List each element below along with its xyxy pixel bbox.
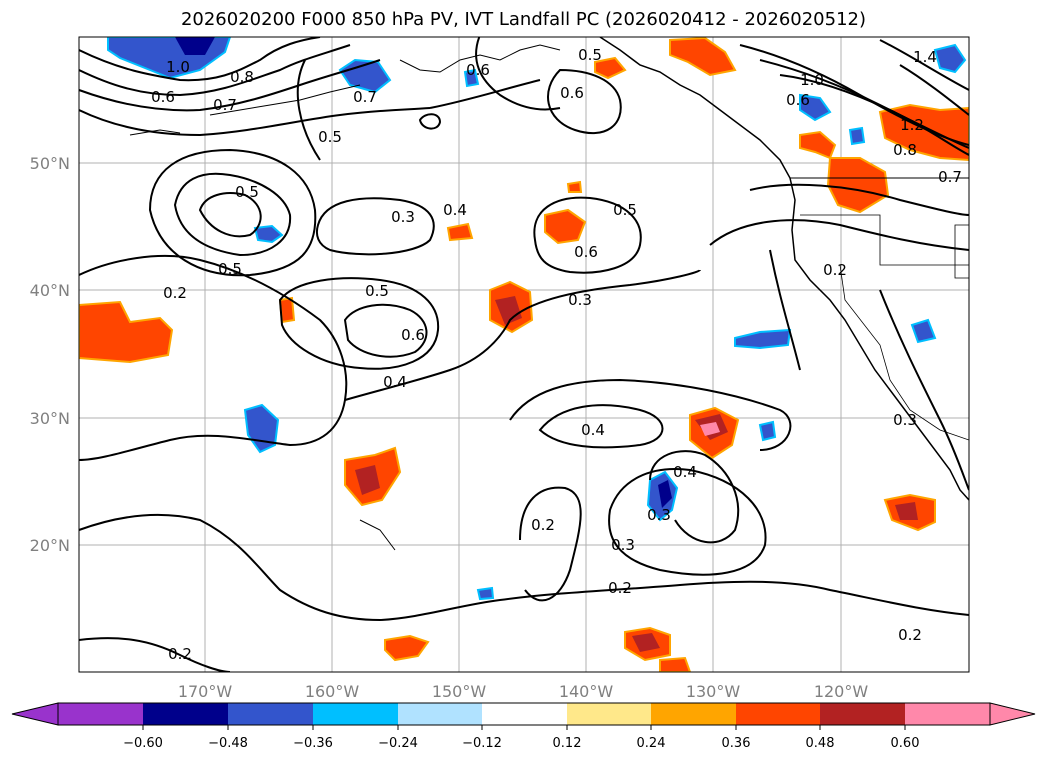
contour-label: 0.8 xyxy=(230,68,254,86)
contour-label: 1.2 xyxy=(900,116,924,134)
contour-label: 0.3 xyxy=(568,291,592,309)
colorbar-tick-label: 0.48 xyxy=(806,736,835,751)
contour-label: 0.2 xyxy=(608,579,632,597)
colorbar: −0.60 −0.48 −0.36 −0.24 −0.12 0.12 0.24 … xyxy=(11,702,1036,751)
lon-label: 150°W xyxy=(432,682,487,701)
contour-label: 0.5 xyxy=(318,128,342,146)
contour-label: 0.4 xyxy=(673,463,697,481)
contour-label: 1.4 xyxy=(913,48,937,66)
lon-label: 120°W xyxy=(814,682,869,701)
map-title: 2026020200 F000 850 hPa PV, IVT Landfall… xyxy=(180,9,867,30)
contour-labels: 1.0 0.8 0.7 0.6 0.5 0.7 0.6 0.5 1.0 1.4 … xyxy=(151,46,962,663)
longitude-labels: 170°W 160°W 150°W 140°W 130°W 120°W xyxy=(178,682,869,701)
lat-label: 40°N xyxy=(30,281,70,300)
contour-label: 0.6 xyxy=(574,243,598,261)
colorbar-tick-label: −0.36 xyxy=(293,736,333,751)
contour-label: 0.3 xyxy=(647,506,671,524)
colorbar-tick-label: −0.60 xyxy=(123,736,163,751)
lon-label: 160°W xyxy=(305,682,360,701)
colorbar-bin xyxy=(820,703,905,725)
colorbar-bin xyxy=(905,703,990,725)
colorbar-bin xyxy=(313,703,398,725)
colorbar-tick-label: −0.12 xyxy=(462,736,502,751)
contour-label: 0.5 xyxy=(235,183,259,201)
map-plot-area xyxy=(79,37,969,672)
lat-label: 20°N xyxy=(30,536,70,555)
colorbar-bin xyxy=(736,703,820,725)
colorbar-tick-label: 0.36 xyxy=(722,736,751,751)
lon-label: 130°W xyxy=(686,682,741,701)
lat-label: 50°N xyxy=(30,154,70,173)
contour-label: 0.2 xyxy=(898,626,922,644)
colorbar-under-arrow xyxy=(11,702,59,726)
contour-label: 0.6 xyxy=(151,88,175,106)
lon-label: 170°W xyxy=(178,682,233,701)
contour-label: 0.3 xyxy=(893,411,917,429)
colorbar-bin xyxy=(143,703,228,725)
latitude-labels: 50°N 40°N 30°N 20°N xyxy=(30,154,70,555)
contour-label: 1.0 xyxy=(166,58,190,76)
contour-label: 0.7 xyxy=(353,88,377,106)
colorbar-tick-label: −0.48 xyxy=(208,736,248,751)
contour-label: 0.6 xyxy=(786,91,810,109)
contour-label: 0.2 xyxy=(168,645,192,663)
colorbar-bin xyxy=(482,703,567,725)
contour-label: 0.4 xyxy=(383,373,407,391)
colorbar-over-arrow xyxy=(989,702,1036,726)
contour-label: 0.6 xyxy=(401,326,425,344)
lat-label: 30°N xyxy=(30,409,70,428)
contour-label: 0.5 xyxy=(613,201,637,219)
contour-label: 1.0 xyxy=(800,71,824,89)
contour-label: 0.2 xyxy=(823,261,847,279)
contour-label: 0.2 xyxy=(163,284,187,302)
contour-label: 0.5 xyxy=(578,46,602,64)
contour-label: 0.4 xyxy=(581,421,605,439)
contour-label: 0.3 xyxy=(611,536,635,554)
contour-label: 0.6 xyxy=(466,61,490,79)
colorbar-bin xyxy=(651,703,736,725)
contour-label: 0.8 xyxy=(893,141,917,159)
contour-label: 0.5 xyxy=(218,260,242,278)
contour-label: 0.5 xyxy=(365,282,389,300)
colorbar-tick-label: 0.60 xyxy=(891,736,920,751)
lon-label: 140°W xyxy=(559,682,614,701)
colorbar-bin xyxy=(228,703,313,725)
colorbar-bin xyxy=(398,703,482,725)
map-frame xyxy=(78,36,970,673)
contour-label: 0.7 xyxy=(213,96,237,114)
coastlines xyxy=(129,37,969,551)
contour-label: 0.3 xyxy=(391,208,415,226)
contour-label: 0.4 xyxy=(443,201,467,219)
colorbar-bin xyxy=(58,703,143,725)
colorbar-tick-label: −0.24 xyxy=(378,736,418,751)
contour-label: 0.6 xyxy=(560,84,584,102)
colorbar-bin xyxy=(567,703,651,725)
pv-contours xyxy=(79,37,969,672)
colorbar-tick-label: 0.24 xyxy=(637,736,666,751)
contour-label: 0.2 xyxy=(531,516,555,534)
colorbar-tick-label: 0.12 xyxy=(553,736,582,751)
contour-label: 0.7 xyxy=(938,168,962,186)
